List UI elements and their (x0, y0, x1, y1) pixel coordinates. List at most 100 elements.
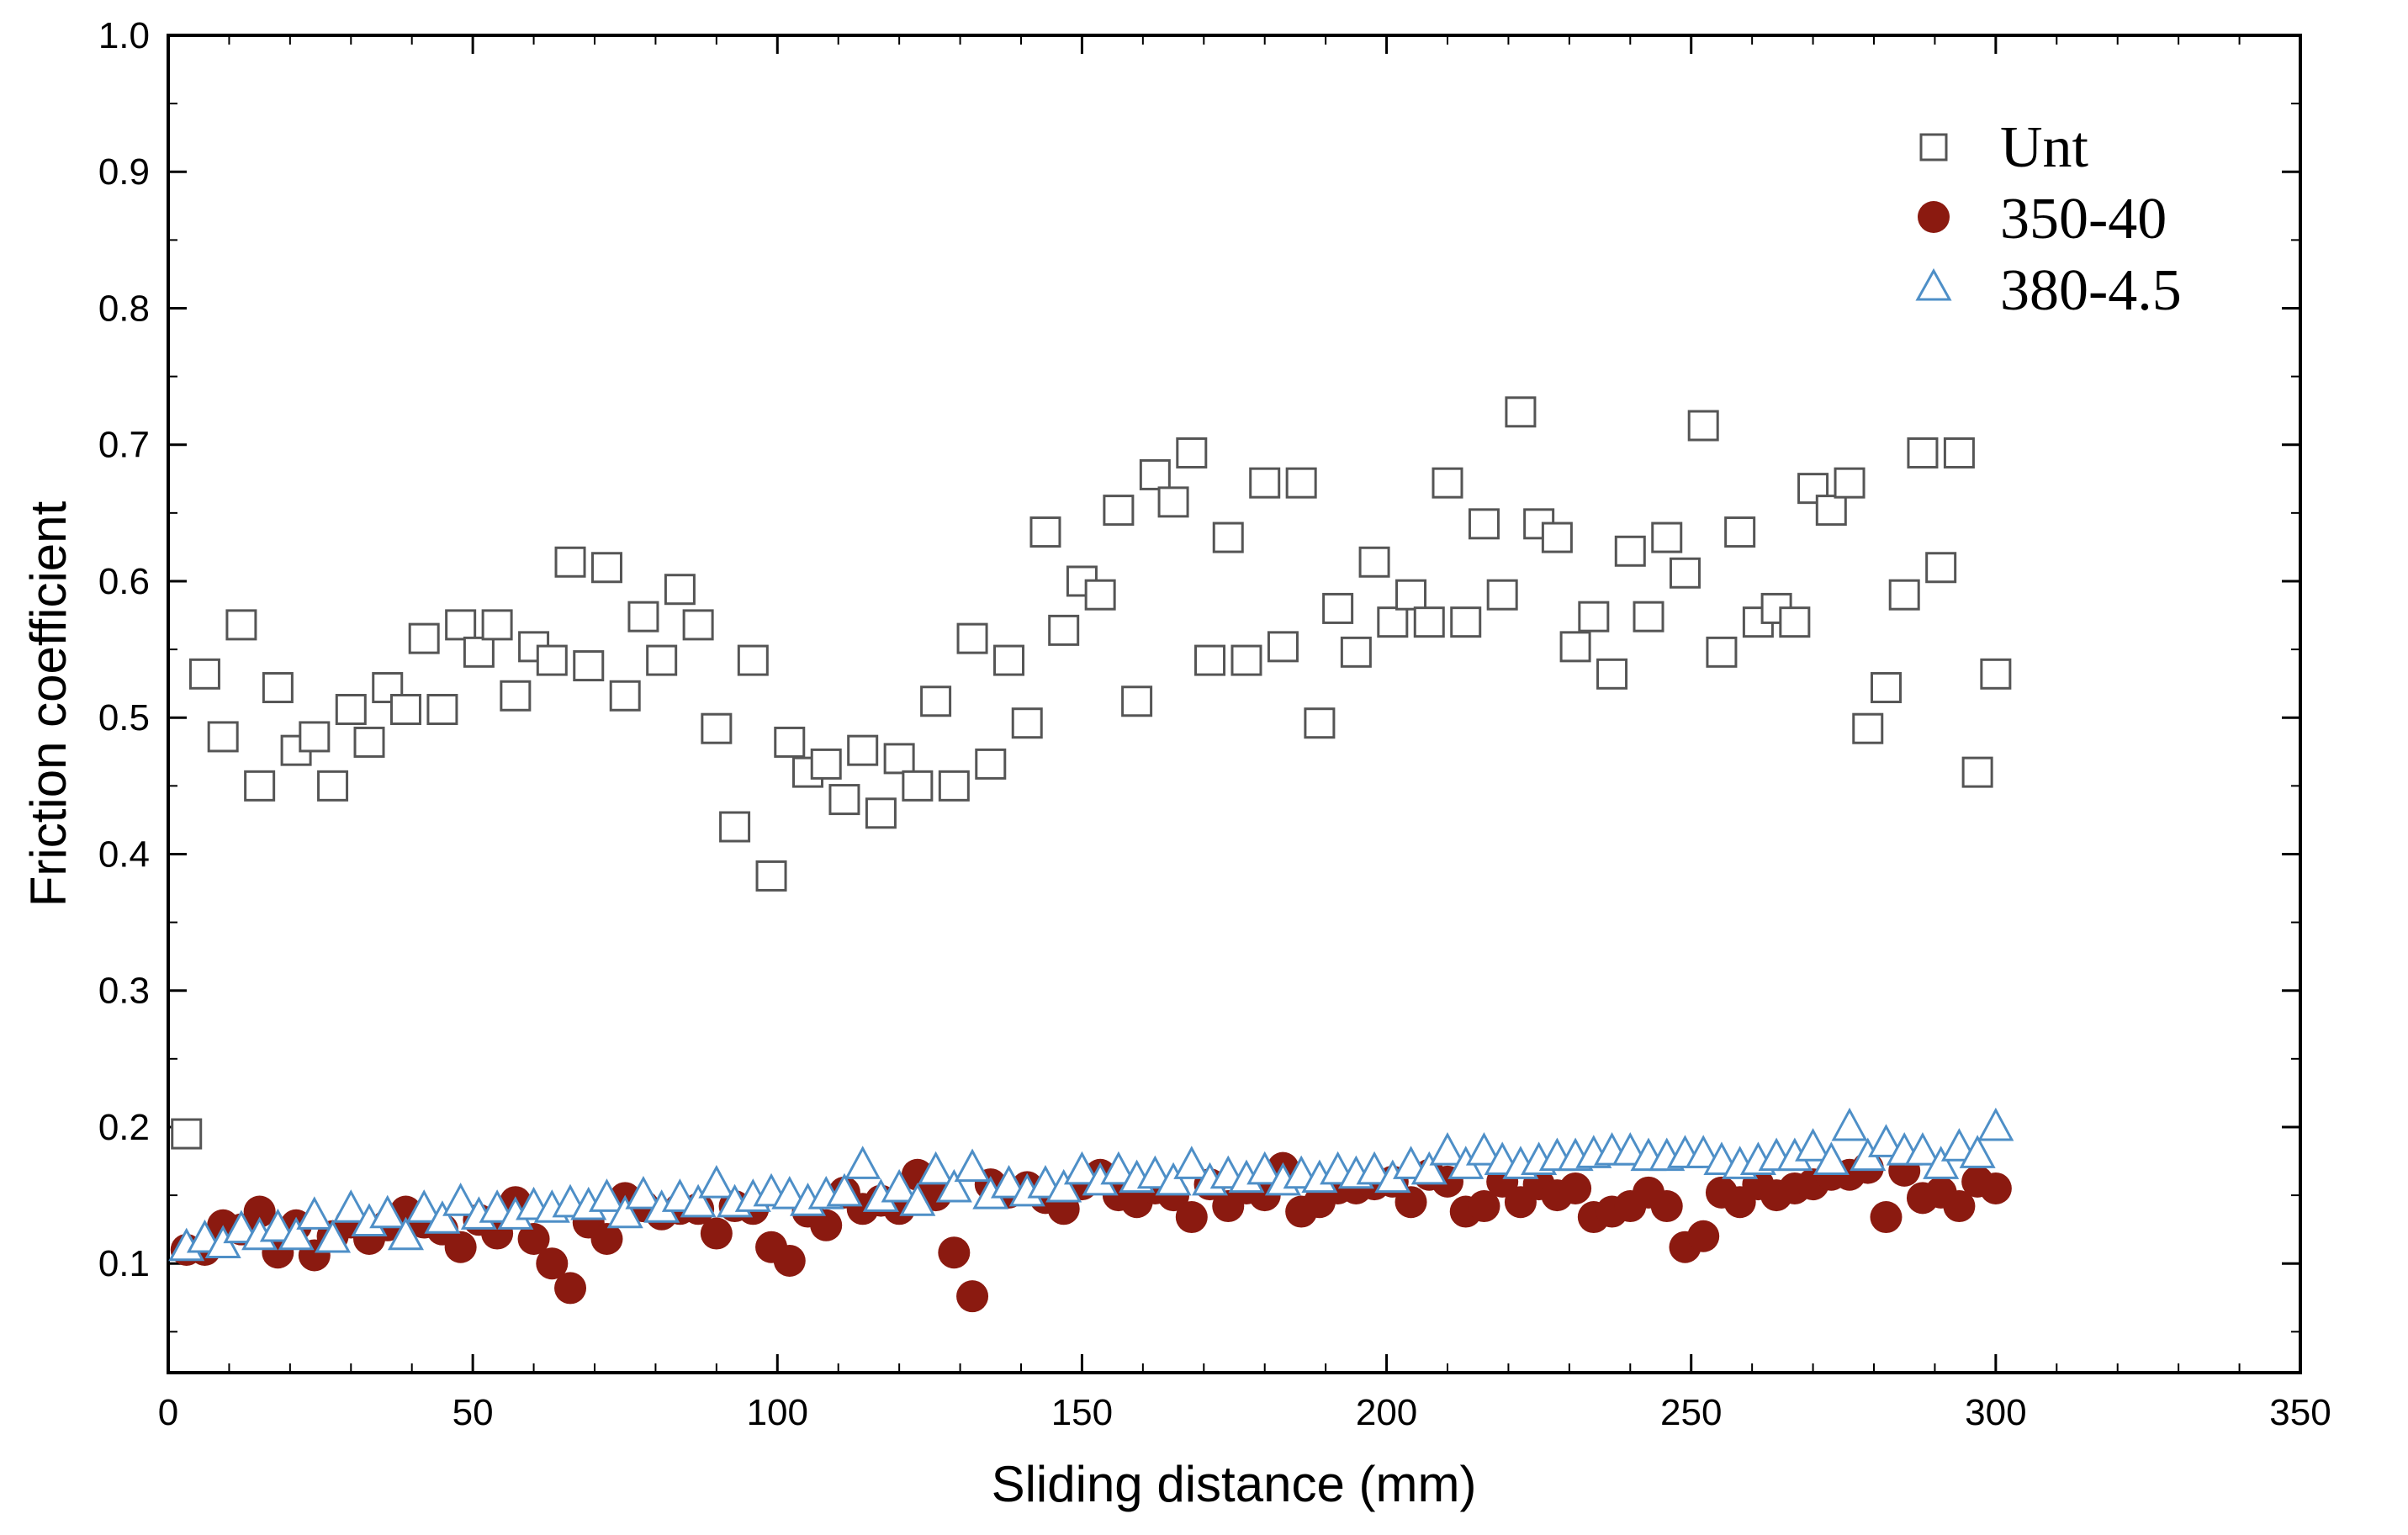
unt-point (1559, 631, 1591, 663)
unt-point (920, 685, 952, 717)
unt-point (1176, 437, 1208, 468)
unt-point (865, 797, 897, 829)
point-350-40 (590, 1223, 623, 1255)
point-380-4-5 (1795, 1128, 1832, 1162)
point-350-40 (956, 1280, 989, 1313)
point-350-40 (536, 1247, 569, 1280)
point-380-4-5 (1136, 1155, 1173, 1189)
point-380-4-5 (1977, 1107, 2014, 1141)
unt-point (244, 770, 276, 802)
point-380-4-5 (387, 1216, 424, 1251)
point-380-4-5 (1410, 1151, 1447, 1185)
unt-point (1267, 631, 1299, 663)
point-380-4-5 (1867, 1124, 1905, 1157)
unt-point (664, 574, 696, 606)
point-380-4-5 (935, 1168, 972, 1203)
series-380-4-5 (168, 1107, 2014, 1262)
point-380-4-5 (1813, 1141, 1850, 1176)
point-350-40 (444, 1231, 477, 1263)
unt-point (1779, 606, 1811, 638)
unt-point (590, 552, 622, 584)
point-380-4-5 (424, 1200, 461, 1234)
point-380-4-5 (844, 1146, 881, 1179)
unt-point (1724, 516, 1756, 548)
unt-point (1212, 521, 1244, 553)
x-tick-label: 50 (452, 1392, 494, 1433)
unt-point (737, 644, 769, 676)
unt-point (1578, 601, 1610, 633)
point-380-4-5 (1429, 1132, 1466, 1166)
point-380-4-5 (405, 1189, 442, 1223)
point-380-4-5 (1831, 1107, 1868, 1141)
unt-point (1961, 756, 1993, 788)
unt-point (975, 748, 1007, 780)
unt-point (609, 680, 641, 712)
unt-point (1395, 579, 1427, 611)
y-tick-label: 1.0 (98, 15, 150, 56)
point-380-4-5 (1246, 1151, 1283, 1185)
unt-point (810, 748, 842, 780)
point-380-4-5 (918, 1151, 955, 1185)
point-380-4-5 (1904, 1132, 1941, 1166)
unt-point (1011, 707, 1043, 739)
unt-point (1870, 672, 1902, 704)
series-unt (171, 396, 2012, 1150)
unt-point (627, 601, 659, 633)
point-350-40 (1395, 1186, 1427, 1219)
unt-point (1377, 606, 1409, 638)
unt-point (536, 644, 568, 676)
unt-point (1157, 486, 1189, 518)
unt-point (1651, 521, 1683, 553)
unt-point (335, 693, 367, 725)
point-380-4-5 (1959, 1135, 1996, 1168)
plot-frame (167, 34, 2302, 1374)
unt-point (1541, 521, 1573, 553)
unt-point (682, 609, 714, 641)
unt-point (1596, 658, 1628, 690)
unt-point (1925, 552, 1957, 584)
unt-point (1633, 601, 1664, 633)
legend-label-380-4-5: 380-4.5 (2000, 258, 2182, 323)
point-380-4-5 (1940, 1128, 1977, 1162)
point-350-40 (1870, 1201, 1903, 1234)
unt-point (463, 636, 495, 668)
unt-point (445, 609, 477, 641)
point-380-4-5 (826, 1172, 863, 1207)
unt-point (1834, 467, 1866, 499)
x-tick-label: 150 (1051, 1392, 1113, 1433)
y-tick-label: 0.4 (98, 834, 150, 875)
unt-point (938, 770, 970, 802)
x-tick-label: 250 (1660, 1392, 1722, 1433)
legend-marker-380-4-5 (1915, 267, 1952, 301)
unt-point (1669, 557, 1701, 589)
point-380-4-5 (1173, 1146, 1210, 1179)
point-350-40 (1468, 1190, 1500, 1223)
unt-point (1194, 644, 1226, 676)
unt-point (1450, 606, 1482, 638)
y-tick-label: 0.7 (98, 425, 150, 466)
unt-point (1304, 707, 1336, 739)
unt-point (1687, 410, 1719, 442)
unt-point (1285, 467, 1317, 499)
point-350-40 (1175, 1201, 1208, 1234)
x-tick-label: 0 (158, 1392, 178, 1433)
unt-point (701, 712, 733, 744)
unt-point (1121, 685, 1153, 717)
y-tick-label: 0.1 (98, 1243, 150, 1284)
unt-point (262, 672, 294, 704)
point-380-4-5 (479, 1189, 516, 1223)
point-350-40 (1687, 1220, 1720, 1252)
unt-point (1413, 606, 1445, 638)
unt-point (1322, 592, 1354, 624)
point-350-40 (700, 1217, 733, 1250)
point-380-4-5 (881, 1168, 918, 1203)
point-380-4-5 (771, 1175, 808, 1209)
point-350-40 (938, 1236, 971, 1269)
point-380-4-5 (369, 1194, 406, 1229)
point-380-4-5 (990, 1164, 1028, 1199)
unt-point (1340, 636, 1372, 668)
point-380-4-5 (223, 1209, 260, 1244)
unt-point (1029, 516, 1061, 548)
point-380-4-5 (1923, 1146, 1960, 1179)
unt-point (1230, 644, 1262, 676)
